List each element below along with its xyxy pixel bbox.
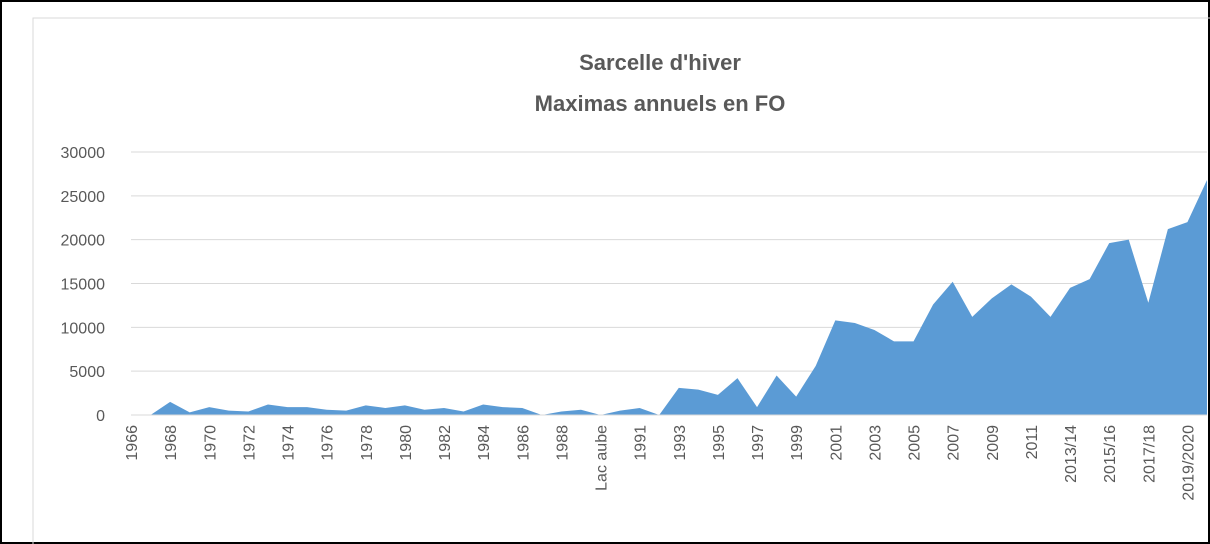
x-tick-label: Lac aube (594, 425, 611, 491)
y-tick-label: 20000 (61, 233, 106, 250)
x-tick-label: 1988 (554, 425, 571, 461)
x-tick-label: 1991 (633, 425, 650, 461)
x-tick-label: 1976 (320, 425, 337, 461)
area (131, 180, 1207, 415)
x-tick-label: 2019/2020 (1180, 425, 1197, 501)
x-tick-label: 2003 (867, 425, 884, 461)
y-tick-label: 10000 (61, 320, 106, 337)
x-tick-label: 2009 (985, 425, 1002, 461)
y-tick-label: 0 (96, 408, 105, 425)
x-tick-label: 1966 (124, 425, 141, 461)
y-tick-label: 15000 (61, 277, 106, 294)
y-tick-label: 25000 (61, 189, 106, 206)
x-tick-label: 1982 (437, 425, 454, 461)
x-tick-label: 1999 (789, 425, 806, 461)
x-tick-label: 1974 (281, 425, 298, 461)
x-tick-label: 2005 (907, 425, 924, 461)
chart-subtitle: Maximas annuels en FO (535, 91, 786, 116)
x-tick-label: 1968 (163, 425, 180, 461)
x-tick-label: 1970 (202, 425, 219, 461)
y-tick-label: 5000 (69, 364, 105, 381)
x-tick-label: 1984 (476, 425, 493, 461)
x-tick-label: 2001 (828, 425, 845, 461)
x-tick-label: 2007 (946, 425, 963, 461)
x-tick-label: 1997 (750, 425, 767, 461)
x-tick-label: 1978 (359, 425, 376, 461)
chart-frame (32, 17, 1210, 544)
x-tick-label: 2017/18 (1141, 425, 1158, 483)
y-tick-label: 30000 (61, 145, 106, 162)
x-tick-label: 1993 (672, 425, 689, 461)
x-tick-label: 1986 (515, 425, 532, 461)
x-tick-label: 1995 (711, 425, 728, 461)
x-tick-label: 2015/16 (1102, 425, 1119, 483)
chart-title: Sarcelle d'hiver (579, 50, 741, 75)
x-tick-label: 1980 (398, 425, 415, 461)
x-tick-label: 1972 (241, 425, 258, 461)
x-tick-label: 2013/14 (1063, 425, 1080, 483)
x-tick-label: 2011 (1024, 425, 1041, 460)
